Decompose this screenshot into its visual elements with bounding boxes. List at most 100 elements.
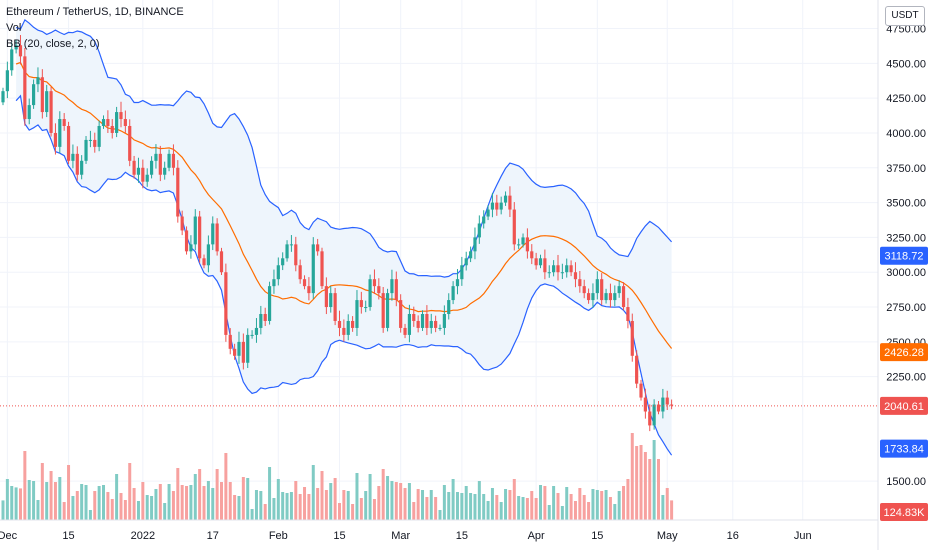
y-tick-label: 1500.00 bbox=[886, 476, 926, 488]
lower-band-badge bbox=[880, 439, 928, 458]
volume-bar bbox=[643, 452, 647, 520]
volume-bar bbox=[451, 479, 455, 520]
volume-bar bbox=[289, 492, 293, 520]
volume-bar bbox=[40, 463, 44, 520]
currency-selector[interactable]: USDT bbox=[885, 6, 925, 26]
candle-body bbox=[368, 279, 372, 308]
x-tick-label: Feb bbox=[269, 530, 288, 542]
candle-body bbox=[259, 314, 263, 328]
volume-bar bbox=[661, 495, 665, 520]
volume-bar bbox=[342, 490, 346, 520]
volume-bar bbox=[390, 481, 394, 520]
candle-body bbox=[202, 258, 206, 266]
volume-indicator-label[interactable]: Vol bbox=[6, 22, 22, 34]
volume-bar bbox=[477, 481, 481, 520]
candle-body bbox=[648, 411, 652, 426]
volume-bar bbox=[324, 490, 328, 520]
candle-body bbox=[62, 119, 66, 126]
candle-body bbox=[552, 265, 556, 273]
volume-bar bbox=[329, 483, 333, 520]
candle-body bbox=[508, 195, 512, 210]
volume-bar bbox=[512, 479, 516, 520]
candle-body bbox=[263, 314, 267, 321]
candle-body bbox=[215, 223, 219, 252]
y-tick-label: 4750.00 bbox=[886, 24, 926, 36]
symbol-title[interactable]: Ethereum / TetherUS, 1D, BINANCE bbox=[6, 6, 184, 18]
volume-bar bbox=[259, 491, 263, 520]
volume-bar bbox=[351, 504, 355, 520]
candle-body bbox=[154, 153, 158, 161]
volume-bar bbox=[490, 488, 494, 520]
candle-body bbox=[333, 293, 337, 321]
candle-body bbox=[569, 265, 573, 273]
volume-bar bbox=[333, 478, 337, 520]
volume-bar bbox=[303, 487, 307, 520]
candle-body bbox=[149, 160, 154, 175]
volume-bar bbox=[84, 485, 88, 520]
candle-body bbox=[455, 279, 460, 287]
x-tick-label: Apr bbox=[528, 530, 545, 542]
x-tick-label: 16 bbox=[727, 530, 739, 542]
candle-body bbox=[665, 397, 669, 405]
candle-body bbox=[193, 216, 197, 245]
candle-body bbox=[394, 279, 398, 301]
candle-body bbox=[656, 404, 661, 412]
candle-body bbox=[128, 125, 132, 161]
candle-body bbox=[281, 258, 285, 266]
volume-bar bbox=[171, 491, 175, 520]
lower-band-badge-label: 1733.84 bbox=[884, 444, 924, 456]
y-tick-label: 4500.00 bbox=[886, 58, 926, 70]
volume-bar bbox=[569, 494, 573, 520]
candle-body bbox=[324, 286, 328, 308]
bollinger-bands-indicator-label[interactable]: BB (20, close, 2, 0) bbox=[6, 38, 100, 50]
volume-bar bbox=[241, 477, 245, 520]
volume-bar bbox=[337, 503, 341, 520]
bollinger-lower-band bbox=[15, 94, 673, 456]
candle-body bbox=[88, 139, 92, 141]
volume-bar bbox=[525, 498, 529, 520]
volume-bar bbox=[552, 486, 556, 520]
y-tick-label: 2750.00 bbox=[886, 302, 926, 314]
volume-bar bbox=[617, 491, 621, 520]
volume-bar bbox=[206, 481, 210, 520]
price-axis bbox=[878, 0, 932, 550]
volume-bar bbox=[460, 493, 464, 520]
candle-body bbox=[246, 334, 250, 363]
candle-body bbox=[377, 286, 381, 294]
y-tick-label: 4000.00 bbox=[886, 128, 926, 140]
candle-body bbox=[359, 300, 363, 308]
volume-bar bbox=[49, 471, 53, 520]
volume-bar bbox=[499, 502, 503, 520]
candle-body bbox=[661, 397, 665, 412]
volume-bar bbox=[268, 467, 272, 520]
volume-bar bbox=[412, 502, 416, 520]
candle-body bbox=[547, 272, 551, 274]
volume-bar bbox=[442, 485, 446, 520]
volume-bar bbox=[473, 494, 477, 520]
candle-body bbox=[97, 125, 101, 147]
volume-bar bbox=[189, 485, 193, 520]
volume-bar bbox=[10, 486, 14, 520]
y-tick-label: 4250.00 bbox=[886, 93, 926, 105]
x-tick-label: Mar bbox=[391, 530, 410, 542]
candle-body bbox=[167, 153, 171, 168]
candle-body bbox=[600, 279, 604, 301]
bollinger-basis-line bbox=[15, 61, 673, 349]
volume-bar bbox=[482, 494, 486, 520]
volume-bar bbox=[565, 487, 569, 520]
candle-body bbox=[381, 293, 385, 328]
candle-body bbox=[534, 258, 538, 266]
candle-body bbox=[512, 209, 516, 245]
volume-bar bbox=[71, 496, 75, 520]
volume-bar bbox=[573, 501, 577, 520]
candle-body bbox=[18, 45, 23, 57]
volume-bar bbox=[359, 498, 363, 520]
candle-body bbox=[101, 119, 106, 126]
volume-bar bbox=[521, 497, 525, 520]
candle-body bbox=[206, 244, 210, 266]
volume-bar bbox=[320, 471, 324, 520]
candle-body bbox=[473, 237, 477, 252]
candle-body bbox=[276, 265, 280, 280]
volume-bar bbox=[635, 446, 639, 520]
